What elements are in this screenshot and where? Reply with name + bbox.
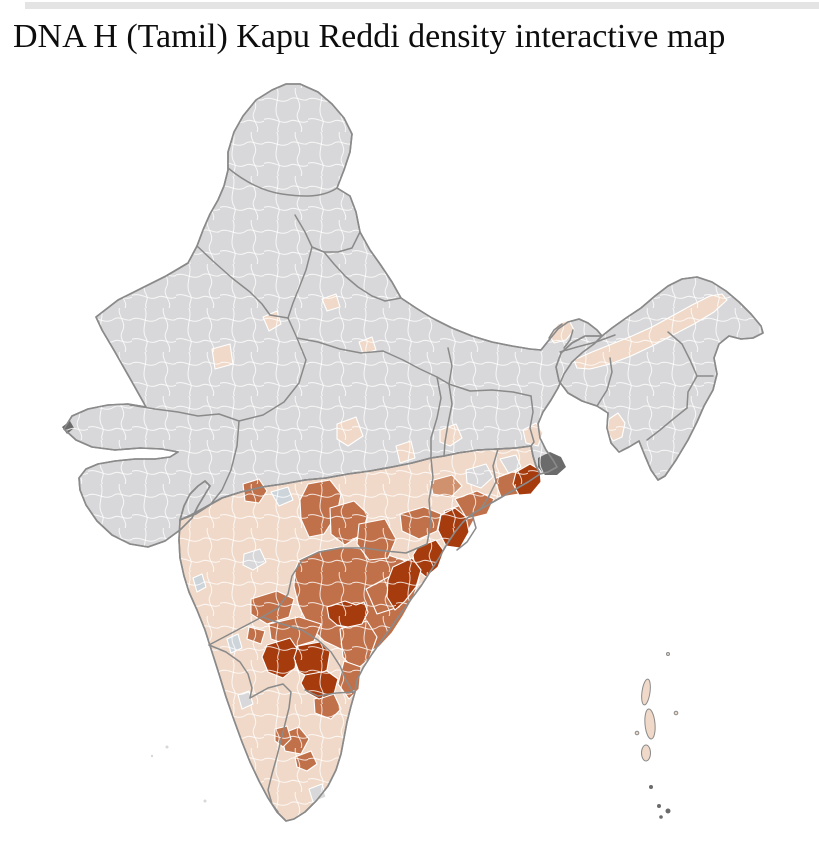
- region-lakshadweep-islands[interactable]: [150, 745, 207, 803]
- region-nicobar-islands[interactable]: [649, 785, 671, 819]
- map-title: DNA H (Tamil) Kapu Reddi density interac…: [13, 18, 726, 55]
- top-scrollbar-strip: [25, 2, 819, 9]
- state-borders: [63, 83, 764, 822]
- region-andaman-islands[interactable]: [634, 652, 679, 762]
